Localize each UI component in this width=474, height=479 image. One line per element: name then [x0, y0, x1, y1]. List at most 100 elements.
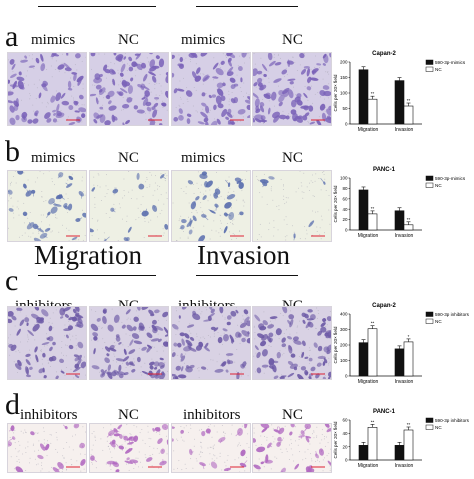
- migration-rule: [38, 275, 156, 276]
- column-label: NC: [282, 32, 303, 48]
- x-tick-label: Invasion: [395, 127, 414, 133]
- column-label: inhibitors: [183, 407, 241, 423]
- column-label: mimics: [181, 150, 225, 166]
- x-tick-label: Migration: [358, 233, 379, 239]
- significance-label: **: [407, 422, 411, 427]
- bar: [404, 106, 413, 124]
- bar: [404, 342, 413, 376]
- top-rule-invasion: [196, 6, 298, 7]
- bar: [395, 349, 404, 376]
- column-label: NC: [282, 407, 303, 423]
- micrograph-image: [89, 423, 169, 473]
- y-tick-label: 0: [345, 228, 348, 233]
- significance-label: **: [371, 206, 375, 211]
- legend-label: NC: [435, 319, 442, 324]
- y-tick-label: 20: [342, 444, 348, 449]
- bar: [359, 190, 368, 230]
- y-tick-label: 80: [342, 186, 348, 191]
- x-tick-label: Migration: [358, 463, 379, 469]
- significance-label: **: [407, 98, 411, 103]
- legend-swatch: [426, 312, 433, 317]
- micrograph-image: [252, 52, 332, 126]
- chart-title: PANC-1: [373, 167, 396, 173]
- bar: [368, 427, 377, 460]
- micrograph-image: [89, 306, 169, 380]
- legend-label: 590-3p-mimics: [435, 176, 466, 181]
- column-label: inhibitors: [20, 407, 78, 423]
- bar: [368, 329, 377, 376]
- micrograph-image: [7, 423, 87, 473]
- legend-swatch: [426, 425, 433, 430]
- y-axis-label: Cells per 20× field: [333, 421, 338, 458]
- significance-label: **: [371, 91, 375, 96]
- column-label: mimics: [31, 150, 75, 166]
- legend-swatch: [426, 183, 433, 188]
- micrograph-image: [89, 170, 169, 242]
- y-tick-label: 0: [345, 374, 348, 379]
- invasion-rule: [196, 275, 298, 276]
- micrograph-image: [7, 52, 87, 126]
- y-axis-label: Cells per 20× field: [333, 74, 338, 111]
- x-tick-label: Invasion: [395, 233, 414, 239]
- significance-label: **: [407, 217, 411, 222]
- y-axis-label: Cells per 20× field: [333, 185, 338, 222]
- y-tick-label: 0: [345, 458, 348, 463]
- legend-label: NC: [435, 67, 442, 72]
- x-tick-label: Invasion: [395, 463, 414, 469]
- legend-label: 590-3p inhibitors: [435, 418, 470, 423]
- panel-letter-a: a: [5, 22, 18, 52]
- y-tick-label: 100: [340, 176, 348, 181]
- legend-label: NC: [435, 183, 442, 188]
- panel-letter-d: d: [5, 390, 20, 420]
- bar: [395, 445, 404, 460]
- micrograph-image: [171, 423, 251, 473]
- chart-title: PANC-1: [373, 409, 396, 415]
- micrograph-image: [171, 170, 251, 242]
- y-tick-label: 40: [342, 207, 348, 212]
- y-tick-label: 100: [340, 358, 348, 363]
- x-tick-label: Invasion: [395, 379, 414, 385]
- y-tick-label: 150: [340, 75, 348, 80]
- top-rule-migration: [38, 6, 156, 7]
- chart-panel-b: PANC-1 Cells per 20× field 0 20 40 60 80 100 ** M…: [332, 164, 472, 244]
- column-label: mimics: [181, 32, 225, 48]
- legend-label: 590-3p inhibitors: [435, 312, 470, 317]
- micrograph-image: [7, 170, 87, 242]
- bar: [368, 99, 377, 124]
- bar: [359, 343, 368, 376]
- y-tick-label: 20: [342, 217, 348, 222]
- bar: [395, 81, 404, 124]
- chart-title: Capan-2: [372, 303, 396, 309]
- y-tick-label: 300: [340, 327, 348, 332]
- significance-label: **: [371, 321, 375, 326]
- column-label: NC: [118, 407, 139, 423]
- x-tick-label: Migration: [358, 127, 379, 133]
- micrograph-image: [252, 423, 332, 473]
- y-tick-label: 200: [340, 343, 348, 348]
- y-tick-label: 60: [342, 418, 348, 423]
- legend-swatch: [426, 60, 433, 65]
- micrograph-image: [171, 306, 251, 380]
- bar: [395, 211, 404, 230]
- y-tick-label: 100: [340, 91, 348, 96]
- y-tick-label: 50: [342, 106, 348, 111]
- bar: [404, 225, 413, 230]
- micrograph-image: [252, 170, 332, 242]
- bar: [359, 70, 368, 124]
- micrograph-image: [7, 306, 87, 380]
- micrograph-image: [252, 306, 332, 380]
- column-label: NC: [118, 32, 139, 48]
- bar: [404, 430, 413, 460]
- y-tick-label: 60: [342, 196, 348, 201]
- panel-letter-b: b: [5, 137, 20, 167]
- legend-label: NC: [435, 425, 442, 430]
- bar: [368, 214, 377, 230]
- legend-swatch: [426, 176, 433, 181]
- micrograph-image: [89, 52, 169, 126]
